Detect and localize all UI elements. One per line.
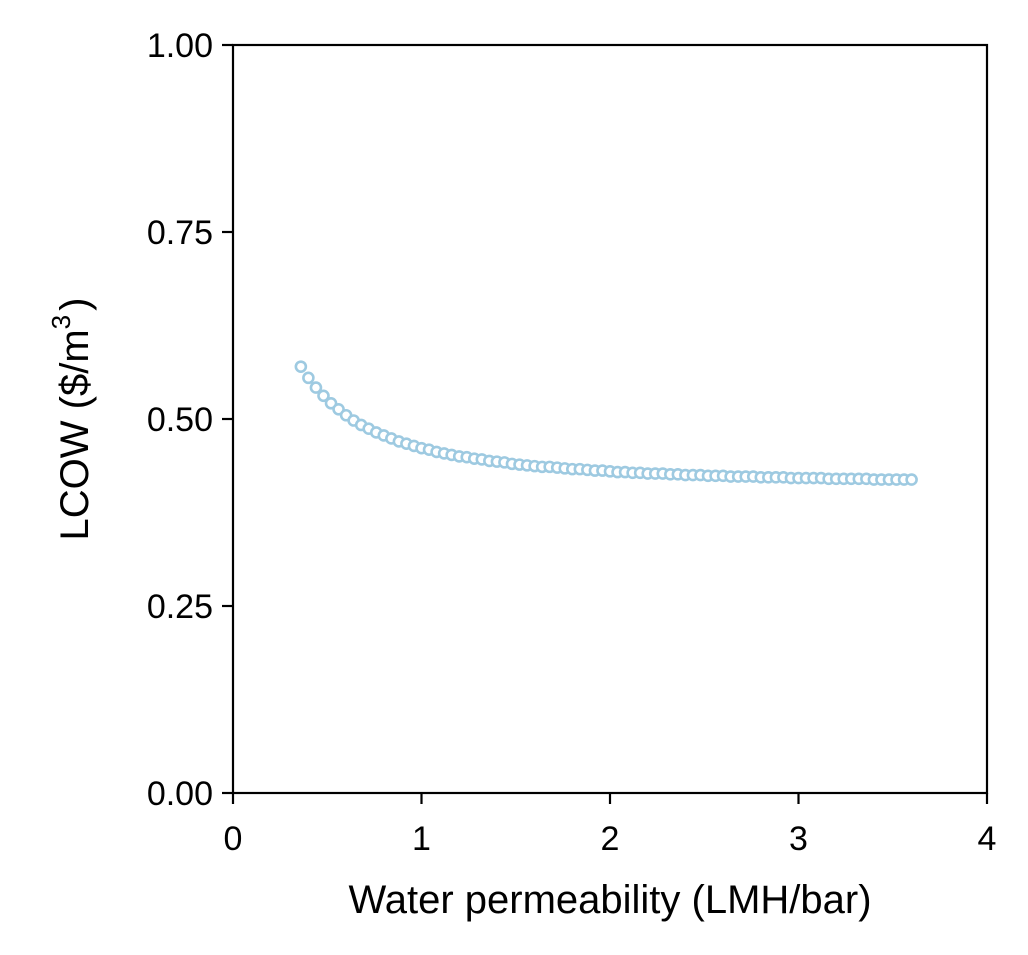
x-tick-label: 2 xyxy=(601,820,620,858)
data-point xyxy=(905,473,918,486)
y-axis-title-superscript: 3 xyxy=(46,315,76,329)
y-tick-label: 0.75 xyxy=(147,214,213,252)
y-tick-label: 1.00 xyxy=(147,27,213,65)
data-point xyxy=(302,371,315,385)
y-axis-title: LCOW ($/m3) xyxy=(46,298,97,541)
x-tick-label: 1 xyxy=(412,820,431,858)
y-axis-title-end: ) xyxy=(53,298,97,311)
data-point xyxy=(317,389,330,403)
x-tick-label: 0 xyxy=(224,820,243,858)
data-points xyxy=(294,360,918,486)
y-tick-label: 0.50 xyxy=(147,401,213,439)
x-tick-label: 4 xyxy=(978,820,997,858)
x-axis-title: Water permeability (LMH/bar) xyxy=(348,878,871,922)
y-tick-label: 0.00 xyxy=(147,775,213,813)
y-tick-label: 0.25 xyxy=(147,588,213,626)
y-axis-title-main: LCOW ($/m xyxy=(53,329,97,540)
x-axis-ticks: 0 1 2 3 4 xyxy=(224,793,997,858)
y-axis-ticks: 0.00 0.25 0.50 0.75 1.00 xyxy=(147,27,233,813)
data-point xyxy=(309,381,323,394)
x-tick-label: 3 xyxy=(789,820,808,858)
data-point xyxy=(294,360,308,373)
